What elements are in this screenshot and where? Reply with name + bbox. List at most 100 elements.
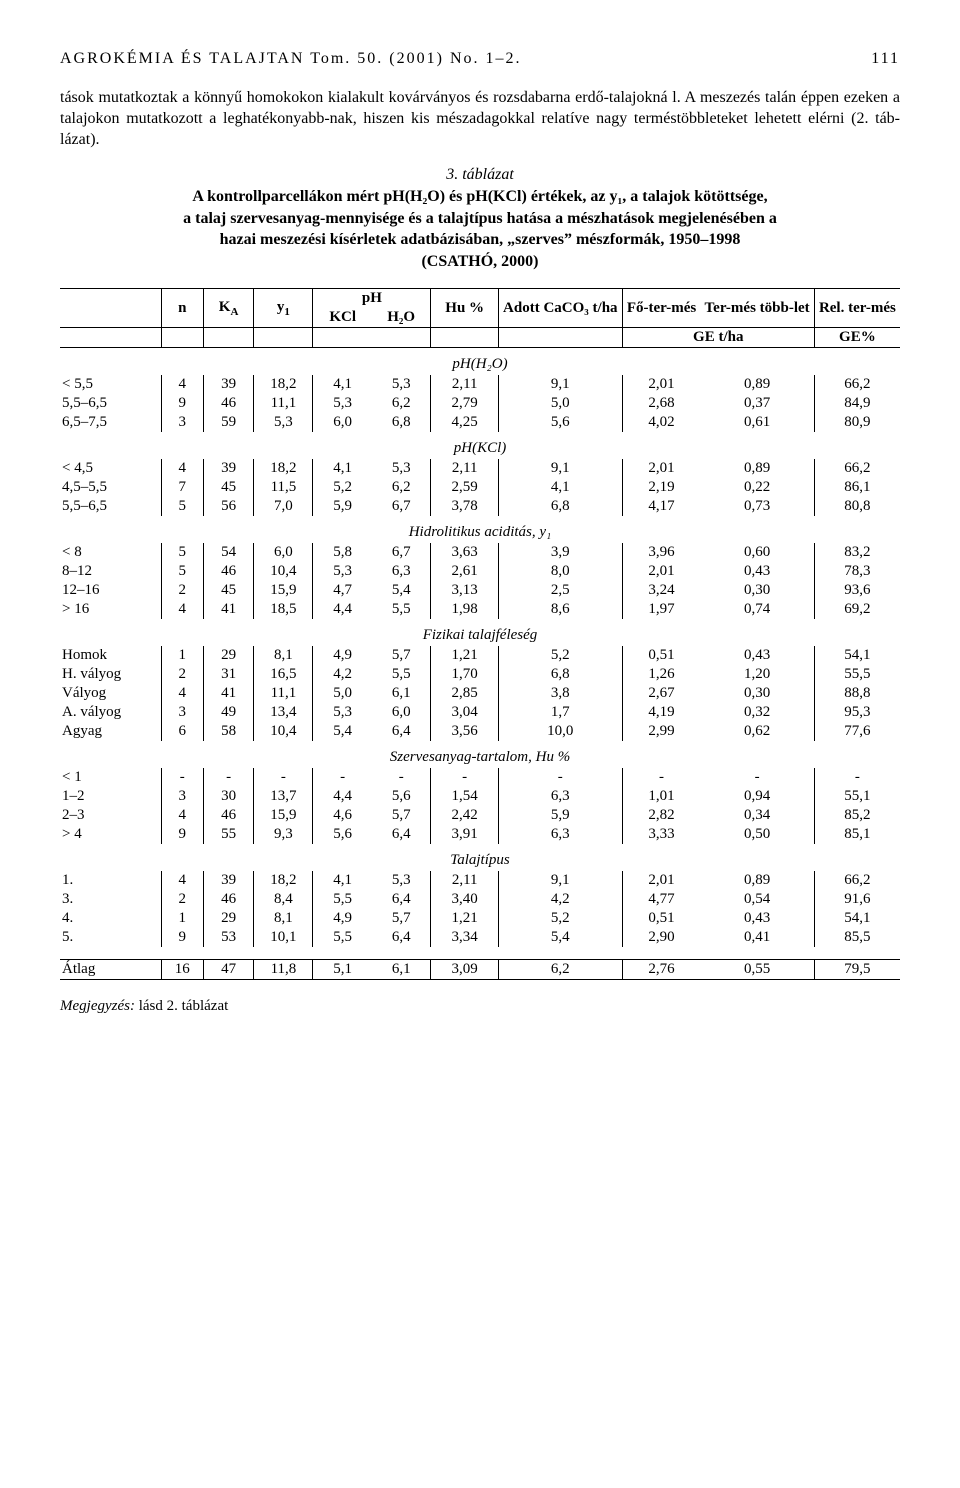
table-cell: 3,63 [431, 543, 498, 562]
table-cell: 8,1 [254, 646, 313, 665]
table-cell: 5,2 [313, 478, 372, 497]
table-cell: 46 [203, 562, 254, 581]
table-row: 8–1254610,45,36,32,618,02,010,4378,3 [60, 562, 900, 581]
table-cell: 5,4 [372, 581, 431, 600]
table-cell: Átlag [60, 960, 161, 980]
table-cell: 0,54 [700, 890, 814, 909]
table-cell: 4,9 [313, 909, 372, 928]
table-cell: Vályog [60, 684, 161, 703]
table-cell: 2,99 [622, 722, 700, 741]
table-cell: 83,2 [814, 543, 900, 562]
table-cell: 79,5 [814, 960, 900, 980]
table-cell: 6,4 [372, 928, 431, 947]
table-cell: 2,11 [431, 375, 498, 394]
table-cell: 85,1 [814, 825, 900, 844]
table-cell: 3,96 [622, 543, 700, 562]
table-cell: 12–16 [60, 581, 161, 600]
table-cell: 4,1 [313, 459, 372, 478]
table-cell: 5,1 [313, 960, 372, 980]
table-cell: > 4 [60, 825, 161, 844]
table-cell: 0,43 [700, 909, 814, 928]
table-cell: 66,2 [814, 871, 900, 890]
table-cell: 4,1 [498, 478, 622, 497]
table-row: Átlag164711,85,16,13,096,22,760,5579,5 [60, 960, 900, 980]
table-cell: 3,04 [431, 703, 498, 722]
table-cell: 8–12 [60, 562, 161, 581]
table-cell: 6,2 [372, 478, 431, 497]
table-cell: > 16 [60, 600, 161, 619]
table-cell: 5,3 [254, 413, 313, 432]
table-row: < 85546,05,86,73,633,93,960,6083,2 [60, 543, 900, 562]
table-row: < 5,543918,24,15,32,119,12,010,8966,2 [60, 375, 900, 394]
table-cell: - [161, 768, 203, 787]
table-cell: 6,7 [372, 497, 431, 516]
table-cell: 18,2 [254, 459, 313, 478]
table-cell: 2,01 [622, 459, 700, 478]
caption-title: 3. táblázat [446, 166, 514, 183]
table-cell: 2–3 [60, 806, 161, 825]
table-cell: 6,0 [254, 543, 313, 562]
table-cell: 3,33 [622, 825, 700, 844]
table-cell: 58 [203, 722, 254, 741]
table-cell: 3,56 [431, 722, 498, 741]
th-getha: GE t/ha [622, 328, 814, 348]
table-row: 3.2468,45,56,43,404,24,770,5491,6 [60, 890, 900, 909]
table-cell: 5,0 [313, 684, 372, 703]
table-cell: 6,4 [372, 825, 431, 844]
table-cell: 4,6 [313, 806, 372, 825]
table-cell: 10,0 [498, 722, 622, 741]
table-cell: - [431, 768, 498, 787]
th-blank [60, 289, 161, 328]
table-cell: 1 [161, 909, 203, 928]
table-cell: 5 [161, 497, 203, 516]
table-cell: 1,20 [700, 665, 814, 684]
table-cell: 0,32 [700, 703, 814, 722]
table-cell: - [313, 768, 372, 787]
th-hu: Hu % [431, 289, 498, 328]
table-cell: 6,3 [498, 825, 622, 844]
table-cell: 1,97 [622, 600, 700, 619]
table-row: 5,5–6,55567,05,96,73,786,84,170,7380,8 [60, 497, 900, 516]
th-ka: KA [203, 289, 254, 328]
table-cell: 3 [161, 703, 203, 722]
table-cell: 69,2 [814, 600, 900, 619]
table-cell: 13,4 [254, 703, 313, 722]
table-cell: < 4,5 [60, 459, 161, 478]
table-cell: 11,1 [254, 684, 313, 703]
table-cell: 18,2 [254, 375, 313, 394]
table-cell: 2,76 [622, 960, 700, 980]
table-cell: < 5,5 [60, 375, 161, 394]
table-cell: 8,0 [498, 562, 622, 581]
table-cell: 0,89 [700, 459, 814, 478]
table-cell: 2,90 [622, 928, 700, 947]
table-cell: 3 [161, 413, 203, 432]
table-cell: Homok [60, 646, 161, 665]
table-cell: 46 [203, 890, 254, 909]
table-cell: 2 [161, 665, 203, 684]
table-cell: 10,4 [254, 722, 313, 741]
table-cell: 1,01 [622, 787, 700, 806]
section-title-row: Talajtípus [60, 844, 900, 871]
table-cell: 80,9 [814, 413, 900, 432]
table-cell: 0,62 [700, 722, 814, 741]
table-cell: - [814, 768, 900, 787]
table-cell: 11,1 [254, 394, 313, 413]
table-cell: 10,4 [254, 562, 313, 581]
table-cell: 0,89 [700, 871, 814, 890]
table-cell: 4,4 [313, 600, 372, 619]
footnote: Megjegyzés: lásd 2. táblázat [60, 998, 900, 1015]
table-cell: 6 [161, 722, 203, 741]
table-row: Vályog44111,15,06,12,853,82,670,3088,8 [60, 684, 900, 703]
caption-line1: A kontrollparcellákon mért pH(H₂O) és pH… [192, 188, 767, 205]
table-cell: 47 [203, 960, 254, 980]
table-cell: 45 [203, 478, 254, 497]
table-cell: 88,8 [814, 684, 900, 703]
table-cell: 5,9 [313, 497, 372, 516]
table-cell: 8,1 [254, 909, 313, 928]
table-cell: 9,1 [498, 459, 622, 478]
table-cell: - [372, 768, 431, 787]
section-title-row: Fizikai talajféleség [60, 619, 900, 646]
table-cell: 2 [161, 581, 203, 600]
table-cell: 2,11 [431, 871, 498, 890]
table-cell: 6,2 [498, 960, 622, 980]
